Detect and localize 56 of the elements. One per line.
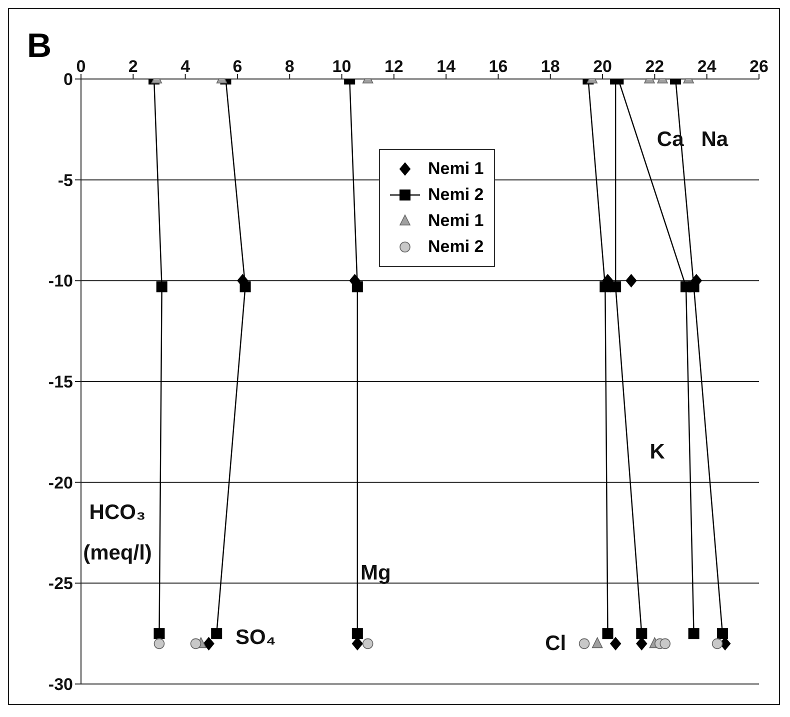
y-tick-label: -5 <box>58 170 73 190</box>
y-tick-label: -10 <box>48 272 73 291</box>
y-tick-label: 0 <box>64 70 73 90</box>
legend-label: Nemi 2 <box>428 185 484 205</box>
annotation: Mg <box>360 562 391 585</box>
legend-label: Nemi 1 <box>428 211 484 231</box>
y-tick-label: -15 <box>48 372 73 392</box>
point <box>352 628 363 640</box>
x-tick-label: 12 <box>384 57 404 76</box>
x-tick-label: 2 <box>128 57 138 76</box>
point <box>352 281 363 292</box>
chart-title: B <box>27 27 52 66</box>
annotation: (meq/l) <box>83 541 152 564</box>
point <box>190 638 202 650</box>
point <box>154 628 165 640</box>
point <box>610 281 622 292</box>
x-tick-label: 16 <box>488 57 508 76</box>
legend-label: Nemi 1 <box>428 159 484 179</box>
point <box>610 637 622 650</box>
point <box>240 281 251 292</box>
point <box>716 628 728 640</box>
point <box>362 638 374 650</box>
y-tick-label: -25 <box>48 574 73 594</box>
point <box>352 637 363 650</box>
annotation: SO₄ <box>236 626 276 650</box>
annotation: HCO₃ <box>89 501 146 524</box>
point <box>578 638 590 650</box>
x-tick-label: 22 <box>645 57 664 76</box>
legend-label: Nemi 2 <box>428 237 484 257</box>
x-tick-label: 8 <box>284 57 294 76</box>
point <box>592 637 603 648</box>
point <box>660 638 671 650</box>
point <box>636 628 648 640</box>
annotation: Cl <box>545 632 566 656</box>
x-tick-label: 20 <box>593 57 612 76</box>
point <box>636 637 648 650</box>
x-tick-label: 4 <box>180 57 191 76</box>
point <box>712 638 723 650</box>
x-tick-label: 0 <box>76 57 86 76</box>
point <box>688 628 700 640</box>
y-tick-label: -30 <box>48 675 73 694</box>
x-tick-label: 6 <box>232 57 242 76</box>
x-tick-label: 14 <box>436 57 456 76</box>
y-tick-label: -20 <box>48 473 73 492</box>
point <box>626 274 637 288</box>
annotation: K <box>650 440 665 464</box>
x-tick-label: 10 <box>332 57 352 76</box>
annotation: Na <box>701 128 728 151</box>
x-tick-label: 24 <box>697 57 717 76</box>
point <box>154 638 165 650</box>
point <box>156 281 168 292</box>
point <box>203 637 214 650</box>
point <box>211 628 222 640</box>
x-tick-label: 26 <box>750 57 768 76</box>
point <box>602 628 614 640</box>
x-tick-label: 18 <box>540 57 560 76</box>
